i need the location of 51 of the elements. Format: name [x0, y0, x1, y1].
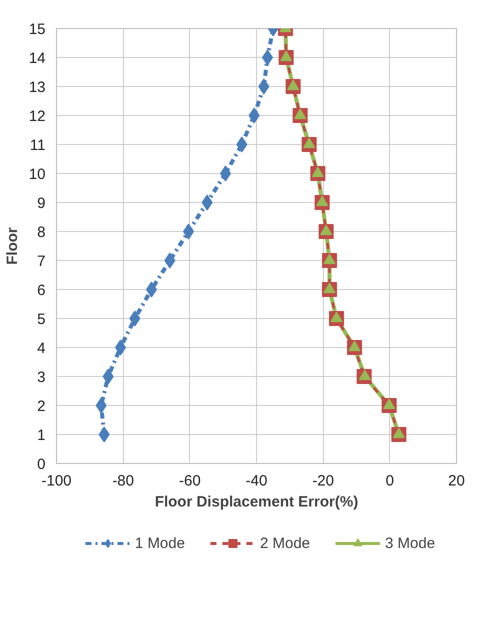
y-tick-label: 11 [30, 137, 46, 154]
y-tick-label: 6 [37, 282, 46, 299]
x-tick-label: -100 [41, 472, 72, 490]
x-tick-label: -80 [112, 472, 134, 490]
legend-label: 3 Mode [385, 534, 436, 552]
point [96, 398, 107, 414]
y-tick-label: 7 [37, 253, 46, 270]
point [320, 224, 332, 236]
point [236, 136, 248, 152]
y-tick-label: 1 [37, 427, 46, 444]
point [164, 252, 176, 268]
y-tick-label: 0 [37, 456, 46, 473]
x-axis-title: Floor Displacement Error(%) [154, 494, 358, 510]
point [312, 166, 324, 178]
point [248, 108, 260, 124]
point [324, 254, 336, 264]
point [303, 138, 316, 148]
point [287, 80, 300, 90]
y-tick-label: 10 [28, 166, 46, 183]
x-tick-label: -60 [178, 472, 201, 490]
x-tick-label: 20 [448, 472, 465, 490]
point [102, 368, 114, 384]
point [129, 310, 140, 326]
y-tick-label: 3 [37, 369, 46, 386]
point [383, 398, 396, 410]
legend-label: 1 Mode [134, 534, 185, 552]
y-tick-label: 2 [37, 398, 46, 415]
x-tick-label: 0 [386, 472, 394, 490]
y-tick-label: 4 [37, 340, 46, 357]
legend-label: 2 Mode [260, 534, 310, 552]
x-tick-label: -20 [312, 472, 334, 490]
y-tick-label: 5 [37, 311, 46, 328]
y-tick-label: 15 [28, 21, 46, 38]
y-tick-label: 8 [37, 224, 46, 241]
y-tick-label: 13 [28, 79, 46, 96]
point [202, 194, 213, 210]
point [324, 282, 336, 294]
point [294, 108, 306, 120]
point [348, 340, 360, 352]
point [280, 50, 292, 62]
y-tick-label: 9 [37, 195, 46, 212]
point [316, 196, 328, 206]
point [98, 426, 110, 442]
x-tick-label: -40 [246, 472, 268, 490]
point [358, 370, 371, 380]
point [392, 428, 405, 438]
y-axis-title: Floor [4, 227, 21, 265]
point [258, 78, 270, 94]
y-tick-label: 12 [28, 108, 46, 125]
y-tick-label: 14 [28, 50, 46, 67]
point [330, 312, 342, 322]
